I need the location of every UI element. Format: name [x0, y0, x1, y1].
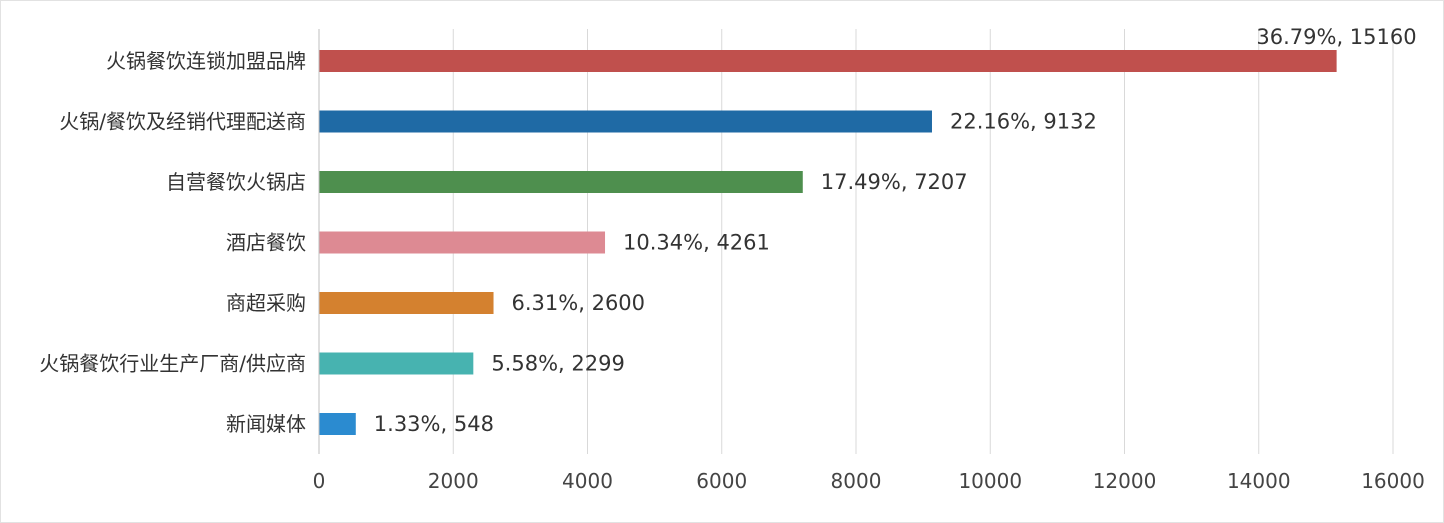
bar-data-label: 1.33%, 548	[374, 412, 494, 436]
x-tick-label: 8000	[831, 469, 882, 493]
bars	[319, 50, 1337, 435]
category-label: 火锅餐饮行业生产厂商/供应商	[39, 352, 306, 376]
category-label: 自营餐饮火锅店	[166, 170, 306, 194]
bar-data-label: 22.16%, 9132	[950, 110, 1097, 134]
bar-data-label: 6.31%, 2600	[512, 291, 646, 315]
bar	[319, 110, 932, 133]
x-tick-label: 4000	[562, 469, 613, 493]
bar	[319, 171, 803, 193]
bar	[319, 231, 606, 254]
x-tick-label: 6000	[696, 469, 747, 493]
category-label: 商超采购	[226, 291, 306, 315]
x-tick-label: 10000	[958, 469, 1022, 493]
x-tick-label: 14000	[1227, 469, 1291, 493]
x-axis-ticks: 0 2000 4000 6000 8000 10000 12000 14000 16000	[313, 469, 1425, 493]
bar-data-label: 10.34%, 4261	[623, 231, 770, 255]
category-label: 酒店餐饮	[226, 231, 306, 255]
x-tick-label: 16000	[1361, 469, 1425, 493]
bar	[319, 413, 356, 435]
x-tick-label: 2000	[428, 469, 479, 493]
category-label: 新闻媒体	[226, 412, 306, 436]
bar	[319, 352, 474, 375]
data-labels: 36.79%, 15160 22.16%, 9132 17.49%, 7207 10.…	[374, 25, 1417, 436]
bar-data-label: 36.79%, 15160	[1256, 25, 1416, 49]
bar-data-label: 5.58%, 2299	[491, 352, 625, 376]
category-labels: 火锅餐饮连锁加盟品牌火锅/餐饮及经销代理配送商自营餐饮火锅店酒店餐饮商超采购火锅…	[39, 49, 306, 436]
gridlines	[452, 29, 1394, 454]
category-label: 火锅/餐饮及经销代理配送商	[59, 110, 306, 134]
bar	[319, 292, 494, 314]
bar	[319, 50, 1337, 72]
x-tick-label: 0	[313, 469, 326, 493]
category-label: 火锅餐饮连锁加盟品牌	[106, 49, 306, 73]
bar-data-label: 17.49%, 7207	[821, 170, 968, 194]
x-tick-label: 12000	[1093, 469, 1157, 493]
